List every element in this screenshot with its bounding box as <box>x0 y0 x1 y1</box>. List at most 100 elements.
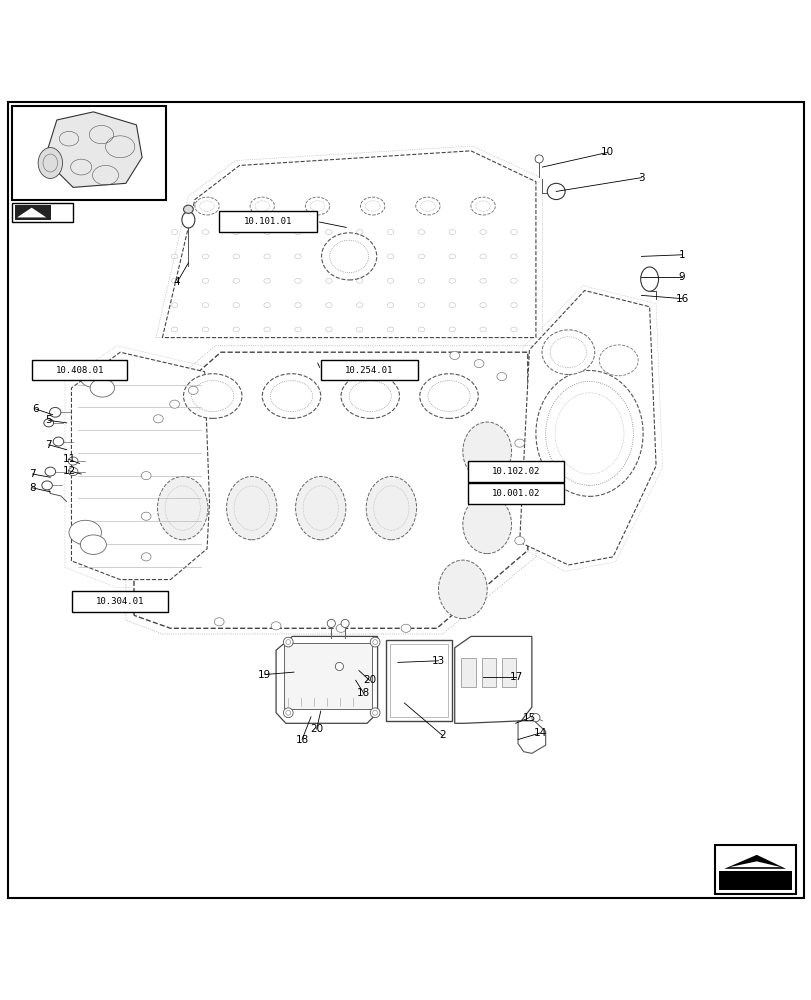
Polygon shape <box>17 208 46 217</box>
Text: 3: 3 <box>637 173 644 183</box>
Bar <box>15 205 51 220</box>
Ellipse shape <box>90 379 114 397</box>
Ellipse shape <box>341 619 349 627</box>
Ellipse shape <box>295 476 345 540</box>
Polygon shape <box>45 112 142 187</box>
Bar <box>320 360 418 380</box>
Ellipse shape <box>341 374 399 418</box>
Text: 20: 20 <box>363 675 375 685</box>
Ellipse shape <box>336 624 345 632</box>
Bar <box>12 203 73 222</box>
Ellipse shape <box>68 457 78 465</box>
Text: 20: 20 <box>310 724 323 734</box>
Ellipse shape <box>470 197 495 215</box>
Text: 7: 7 <box>29 469 36 479</box>
Polygon shape <box>276 636 377 723</box>
Text: 1: 1 <box>678 250 684 260</box>
Ellipse shape <box>42 481 52 490</box>
Ellipse shape <box>195 197 219 215</box>
Text: 14: 14 <box>533 728 546 738</box>
Text: 10: 10 <box>600 147 613 157</box>
Text: 10.101.01: 10.101.01 <box>243 217 292 226</box>
Ellipse shape <box>182 212 195 228</box>
Ellipse shape <box>305 197 329 215</box>
Ellipse shape <box>38 148 62 178</box>
Text: 19: 19 <box>258 670 271 680</box>
Ellipse shape <box>360 197 384 215</box>
Ellipse shape <box>250 197 274 215</box>
Ellipse shape <box>449 351 459 360</box>
Text: 10.304.01: 10.304.01 <box>96 597 144 606</box>
Ellipse shape <box>80 535 106 554</box>
Polygon shape <box>454 636 531 723</box>
Ellipse shape <box>366 476 416 540</box>
Ellipse shape <box>283 708 293 718</box>
Polygon shape <box>71 352 209 580</box>
Ellipse shape <box>157 476 208 540</box>
Ellipse shape <box>45 467 55 476</box>
Ellipse shape <box>53 437 63 446</box>
Text: 15: 15 <box>522 713 535 723</box>
Text: 10.001.02: 10.001.02 <box>491 489 539 498</box>
Bar <box>389 644 448 717</box>
Text: 17: 17 <box>509 672 522 682</box>
Ellipse shape <box>44 419 54 427</box>
Ellipse shape <box>283 637 293 647</box>
Ellipse shape <box>69 520 101 545</box>
Bar <box>481 658 496 687</box>
Polygon shape <box>162 151 535 338</box>
Ellipse shape <box>640 267 658 291</box>
Ellipse shape <box>153 415 163 423</box>
Ellipse shape <box>534 155 543 163</box>
Text: 10.254.01: 10.254.01 <box>345 366 393 375</box>
Ellipse shape <box>79 366 109 388</box>
Bar <box>467 461 563 482</box>
Ellipse shape <box>531 714 539 722</box>
Bar <box>12 106 166 200</box>
Text: 11: 11 <box>62 454 75 464</box>
Text: 18: 18 <box>295 735 308 745</box>
Ellipse shape <box>327 619 335 627</box>
Ellipse shape <box>370 637 380 647</box>
Text: 8: 8 <box>29 483 36 493</box>
Text: 7: 7 <box>45 440 52 450</box>
Ellipse shape <box>514 439 524 447</box>
Ellipse shape <box>169 400 179 408</box>
Bar <box>385 640 452 721</box>
Text: 16: 16 <box>675 294 688 304</box>
Text: 5: 5 <box>45 415 52 425</box>
Ellipse shape <box>271 622 281 630</box>
Ellipse shape <box>321 233 376 280</box>
Ellipse shape <box>541 330 594 375</box>
Bar <box>284 643 371 709</box>
Text: 4: 4 <box>174 277 180 287</box>
Polygon shape <box>517 721 545 753</box>
Ellipse shape <box>514 537 524 545</box>
Polygon shape <box>519 291 655 565</box>
Ellipse shape <box>401 624 410 632</box>
Bar <box>32 360 127 380</box>
Ellipse shape <box>370 708 380 718</box>
Ellipse shape <box>547 183 564 200</box>
Text: 10.408.01: 10.408.01 <box>55 366 104 375</box>
Ellipse shape <box>462 495 511 554</box>
Ellipse shape <box>226 476 277 540</box>
Text: 12: 12 <box>62 466 75 476</box>
Text: 6: 6 <box>32 404 39 414</box>
Ellipse shape <box>496 373 506 381</box>
Ellipse shape <box>68 468 78 476</box>
Text: 13: 13 <box>431 656 444 666</box>
Ellipse shape <box>188 386 198 394</box>
Bar <box>72 591 168 612</box>
Ellipse shape <box>335 662 343 671</box>
Bar <box>219 211 316 232</box>
Text: 9: 9 <box>678 272 684 282</box>
Bar <box>467 483 563 504</box>
Text: 2: 2 <box>439 730 445 740</box>
Bar <box>501 658 516 687</box>
Polygon shape <box>728 861 780 867</box>
Ellipse shape <box>514 488 524 496</box>
Ellipse shape <box>141 512 151 520</box>
Bar <box>461 658 475 687</box>
Bar <box>718 871 791 890</box>
